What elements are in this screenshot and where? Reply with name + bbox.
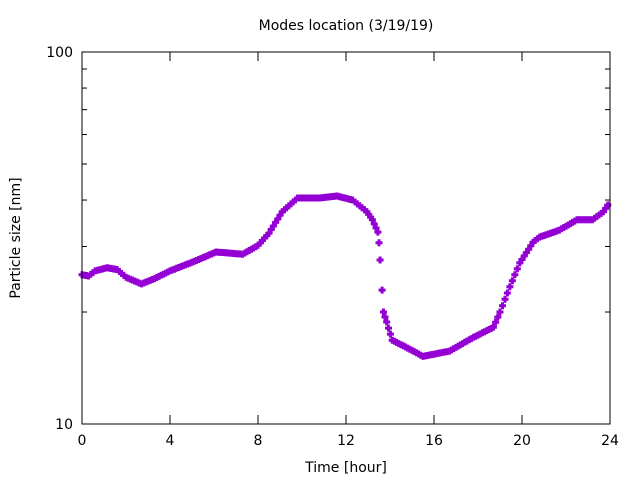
data-point: [289, 198, 297, 206]
data-point: [496, 308, 504, 316]
data-point: [349, 196, 357, 204]
data-point: [511, 271, 519, 279]
data-point: [353, 200, 361, 208]
data-point: [591, 214, 599, 222]
data-point: [489, 323, 497, 331]
data-point: [113, 266, 121, 274]
y-axis-label: Particle size [nm]: [8, 177, 24, 298]
data-point: [280, 206, 288, 214]
data-point: [518, 256, 526, 263]
data-point: [261, 234, 269, 242]
data-point: [115, 268, 123, 275]
data-point: [358, 204, 366, 212]
data-point: [361, 206, 368, 214]
x-tick-label: 24: [601, 433, 619, 449]
data-point: [522, 249, 530, 257]
data-point: [503, 289, 511, 297]
x-tick-label: 16: [425, 433, 443, 449]
data-point: [381, 313, 389, 321]
data-point: [374, 228, 382, 236]
x-tick-label: 20: [513, 433, 531, 449]
data-point: [506, 283, 514, 291]
data-point: [513, 265, 521, 273]
data-point: [383, 318, 391, 326]
data-point: [85, 272, 93, 280]
data-point: [372, 224, 380, 232]
data-point: [370, 220, 378, 228]
data-point: [516, 259, 524, 267]
data-point: [494, 313, 502, 321]
data-point: [118, 269, 126, 277]
chart-title: Modes location (3/19/19): [259, 18, 434, 34]
data-point: [254, 241, 262, 249]
data-point: [256, 239, 264, 247]
data-point: [529, 238, 537, 246]
data-point: [531, 237, 539, 244]
data-point: [492, 318, 500, 326]
data-point: [356, 202, 364, 210]
data-point: [533, 235, 541, 243]
data-point: [375, 239, 383, 247]
data-point: [599, 208, 607, 216]
data-point: [520, 252, 528, 260]
data-point: [602, 204, 610, 212]
y-tick-label: 100: [46, 45, 73, 61]
data-point: [87, 270, 95, 278]
data-point: [272, 218, 280, 226]
data-point: [527, 242, 535, 250]
data-point: [278, 208, 286, 216]
data-point: [385, 324, 392, 332]
plot-border: [81, 51, 611, 425]
data-point: [274, 215, 282, 223]
data-point: [351, 198, 359, 206]
data-point: [386, 330, 394, 338]
data-point: [588, 216, 596, 224]
data-point: [263, 232, 271, 240]
data-point: [276, 211, 284, 219]
data-point: [525, 245, 533, 253]
x-tick-label: 0: [78, 433, 87, 449]
y-tick-label: 10: [55, 417, 73, 433]
data-point: [283, 204, 291, 212]
data-point: [379, 308, 387, 316]
data-point: [89, 269, 97, 277]
data-point: [595, 211, 603, 219]
data-point: [265, 229, 273, 237]
data-point: [376, 256, 384, 264]
data-point: [597, 209, 605, 217]
data-point: [120, 271, 128, 279]
data-point: [269, 222, 277, 230]
data-point: [267, 226, 275, 233]
data-point: [499, 302, 506, 310]
x-axis-label: Time [hour]: [304, 460, 387, 476]
x-tick-label: 12: [337, 433, 355, 449]
data-point: [368, 216, 376, 224]
data-point: [258, 237, 266, 244]
data-point: [604, 201, 612, 209]
data-point: [593, 213, 601, 221]
data-point: [508, 277, 516, 285]
data-point: [367, 213, 375, 221]
data-point: [365, 210, 373, 218]
x-tick-label: 8: [254, 433, 263, 449]
data-point: [501, 295, 509, 303]
data-points: [78, 192, 612, 360]
data-point: [363, 208, 371, 216]
x-tick-label: 4: [166, 433, 175, 449]
data-point: [291, 196, 299, 204]
data-point: [378, 286, 386, 294]
data-point: [287, 200, 295, 208]
data-point: [285, 202, 293, 210]
